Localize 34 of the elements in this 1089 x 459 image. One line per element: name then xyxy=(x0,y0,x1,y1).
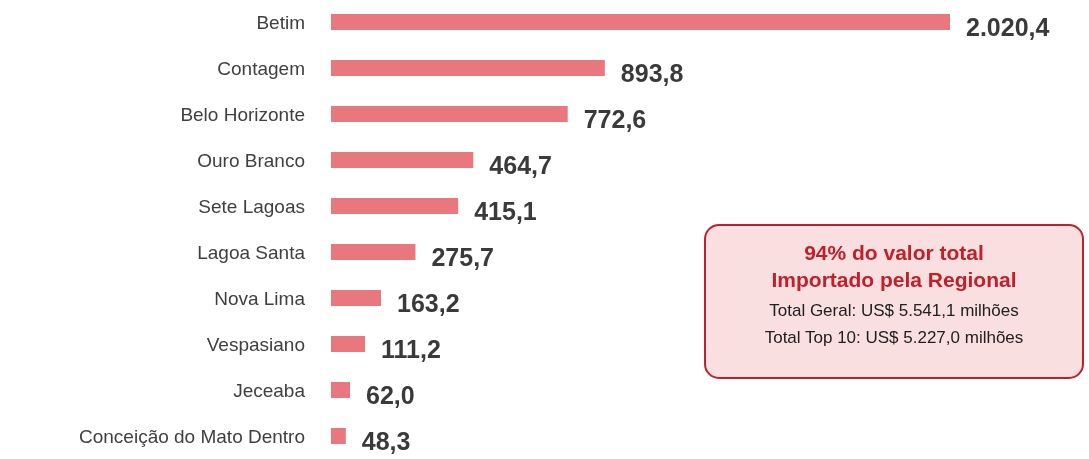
bar xyxy=(331,198,459,214)
y-tick-label: Jeceaba xyxy=(233,380,306,401)
data-label: 415,1 xyxy=(474,197,537,225)
bar xyxy=(331,428,346,444)
data-label: 275,7 xyxy=(431,243,495,271)
y-tick-label: Betim xyxy=(256,12,305,33)
y-tick-label: Conceição do Mato Dentro xyxy=(78,426,305,447)
data-label: 772,6 xyxy=(583,105,647,133)
bar xyxy=(331,14,950,30)
y-tick-label: Sete Lagoas xyxy=(198,196,305,217)
bar xyxy=(331,336,366,352)
bar xyxy=(331,290,381,306)
data-label: 163,2 xyxy=(397,289,460,317)
bar xyxy=(331,60,605,76)
y-tick-label: Lagoa Santa xyxy=(197,242,306,263)
bar xyxy=(331,106,568,122)
y-tick-label: Vespasiano xyxy=(206,334,305,355)
data-label: 893,8 xyxy=(620,59,684,87)
data-label: 48,3 xyxy=(361,427,411,455)
data-label: 464,7 xyxy=(489,151,552,179)
annotation: Importado pela Regional xyxy=(771,268,1017,291)
data-label: 2.020,4 xyxy=(966,13,1050,41)
y-tick-label: Nova Lima xyxy=(214,288,306,309)
annotation: 94% do valor total xyxy=(804,241,984,264)
bar xyxy=(331,152,474,168)
y-tick-label: Contagem xyxy=(217,58,305,79)
data-label: 62,0 xyxy=(366,381,415,409)
annotation: Total Geral: US$ 5.541,1 milhões xyxy=(769,301,1019,320)
bar xyxy=(331,382,350,398)
y-tick-label: Belo Horizonte xyxy=(180,104,305,125)
bar xyxy=(331,244,416,260)
y-tick-label: Ouro Branco xyxy=(197,150,305,171)
data-label: 111,2 xyxy=(381,335,441,363)
annotation: Total Top 10: US$ 5.227,0 milhões xyxy=(764,328,1024,347)
